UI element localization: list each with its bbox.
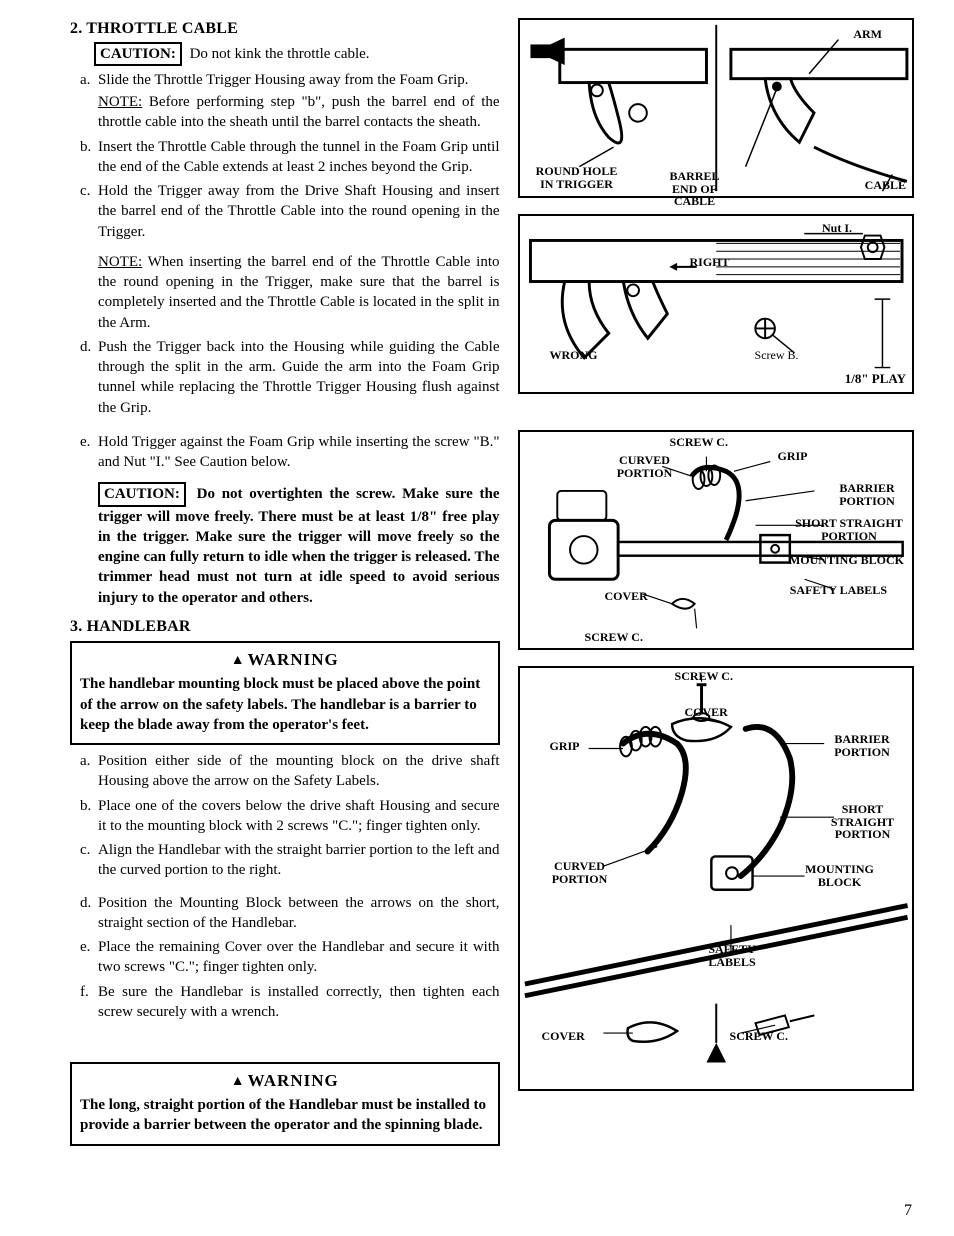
step-2b-text: Insert the Throttle Cable through the tu… [98,137,500,178]
fig2-play: 1/8" PLAY [845,372,906,386]
fig3-mblock: MOUNTING BLOCK [789,554,904,567]
left-column: 2. THROTTLE CABLE CAUTION: Do not kink t… [70,18,500,1152]
fig3-screwc-top: SCREW C. [670,436,728,449]
note-label-c: NOTE: [98,254,142,270]
figure-4: SCREW C. COVER GRIP BARRIER PORTION SHOR… [518,666,914,1091]
figure-2: Nut I. RIGHT WRONG Screw B. 1/8" PLAY [518,214,914,394]
section-3-title: 3. HANDLEBAR [70,616,500,638]
fig3-screwc-bot: SCREW C. [585,631,643,644]
step-3e: e. Place the remaining Cover over the Ha… [80,937,500,978]
note-c: NOTE: When inserting the barrel end of t… [98,252,500,333]
warning-text-2: The long, straight portion of the Handle… [80,1095,490,1136]
step-3f: f. Be sure the Handlebar is installed co… [80,982,500,1023]
note-text-a: Before performing step "b", push the bar… [98,94,500,130]
step-3a-text: Position either side of the mounting blo… [98,751,500,792]
step-2e-text: Hold Trigger against the Foam Grip while… [98,432,500,473]
fig2-nut: Nut I. [822,222,852,235]
figure-3: SCREW C. CURVED PORTION GRIP BARRIER POR… [518,430,914,650]
step-2b: b. Insert the Throttle Cable through the… [80,137,500,178]
caution-text-1: Do not kink the throttle cable. [190,46,370,62]
step-3d-text: Position the Mounting Block between the … [98,893,500,934]
fig3-grip: GRIP [778,450,808,463]
fig4-cover-top: COVER [685,706,728,719]
step-2c-text: Hold the Trigger away from the Drive Sha… [98,181,500,242]
right-column: ROUND HOLE IN TRIGGER BARREL END OF CABL… [518,18,914,1152]
step-3a: a. Position either side of the mounting … [80,751,500,792]
fig3-safety: SAFETY LABELS [790,584,887,597]
step-2d: d. Push the Trigger back into the Housin… [80,337,500,418]
fig3-curved: CURVED PORTION [615,454,675,479]
fig3-short: SHORT STRAIGHT PORTION [794,517,904,542]
fig4-mblock: MOUNTING BLOCK [797,863,882,888]
fig2-wrong: WRONG [550,349,598,362]
fig4-curved: CURVED PORTION [545,860,615,885]
fig1-cable: CABLE [865,179,906,192]
caution-label-2: CAUTION: [98,482,186,506]
step-2a: a. Slide the Throttle Trigger Housing aw… [80,70,500,133]
warning-box-2: ▲WARNING The long, straight portion of t… [70,1062,500,1145]
fig4-screwc-bot: SCREW C. [730,1030,788,1043]
fig2-right: RIGHT [690,256,730,269]
fig4-barrier: BARRIER PORTION [827,733,897,758]
section-2-title: 2. THROTTLE CABLE [70,18,500,40]
fig3-cover: COVER [605,590,648,603]
step-2d-text: Push the Trigger back into the Housing w… [98,337,500,418]
warning-text-1: The handlebar mounting block must be pla… [80,674,490,735]
warning-box-1: ▲WARNING The handlebar mounting block mu… [70,641,500,745]
warning-title-1: ▲WARNING [80,649,490,672]
caution-1: CAUTION: Do not kink the throttle cable. [94,42,500,66]
fig3-barrier: BARRIER PORTION [832,482,902,507]
step-3f-text: Be sure the Handlebar is installed corre… [98,982,500,1023]
warning-title-1-text: WARNING [248,650,339,669]
caution-2: CAUTION: Do not overtighten the screw. M… [98,482,500,608]
figure-1: ROUND HOLE IN TRIGGER BARREL END OF CABL… [518,18,914,198]
step-2c: c. Hold the Trigger away from the Drive … [80,181,500,242]
fig4-screwc-top: SCREW C. [675,670,733,683]
step-3b-text: Place one of the covers below the drive … [98,796,500,837]
note-text-c: When inserting the barrel end of the Thr… [98,254,500,331]
step-3d: d. Position the Mounting Block between t… [80,893,500,934]
warning-title-2-text: WARNING [248,1071,339,1090]
fig1-round-hole: ROUND HOLE IN TRIGGER [532,165,622,190]
caution-label-1: CAUTION: [94,42,182,66]
step-3b: b. Place one of the covers below the dri… [80,796,500,837]
page-number: 7 [904,1200,912,1222]
fig2-screw: Screw B. [755,349,799,362]
fig4-safety: SAFETY LABELS [700,943,765,968]
fig4-short: SHORT STRAIGHT PORTION [825,803,900,841]
fig4-grip: GRIP [550,740,580,753]
step-3e-text: Place the remaining Cover over the Handl… [98,937,500,978]
step-3c-text: Align the Handlebar with the straight ba… [98,840,500,881]
fig4-cover-bot: COVER [542,1030,585,1043]
note-label-a: NOTE: [98,94,142,110]
fig1-barrel: BARREL END OF CABLE [660,170,730,208]
step-2e: e. Hold Trigger against the Foam Grip wh… [80,432,500,473]
warning-title-2: ▲WARNING [80,1070,490,1093]
step-2a-text: Slide the Throttle Trigger Housing away … [98,72,469,88]
warning-icon: ▲ [231,652,246,671]
fig1-arm: ARM [853,28,882,41]
warning-icon: ▲ [231,1073,246,1092]
step-3c: c. Align the Handlebar with the straight… [80,840,500,881]
